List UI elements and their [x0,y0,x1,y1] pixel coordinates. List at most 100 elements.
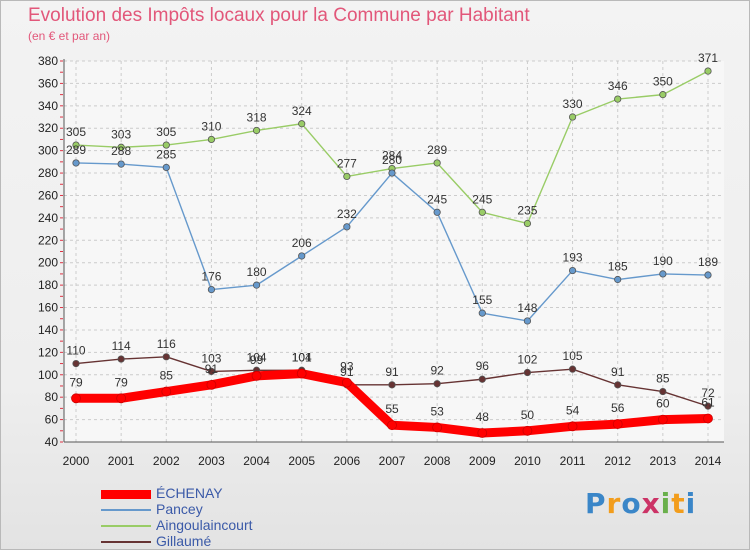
data-point [478,375,486,383]
y-tick-label: 280 [38,166,58,180]
data-label: 305 [66,125,86,139]
x-tick-label: 2006 [334,454,361,468]
y-tick-label: 100 [38,368,58,382]
data-point [72,141,80,149]
data-label: 277 [337,156,357,170]
data-label: 99 [250,353,264,367]
chart-title: Evolution des Impôts locaux pour la Comm… [28,5,530,26]
data-label: 318 [247,110,267,124]
data-point [433,159,441,167]
data-point [659,270,667,278]
data-point [704,271,712,279]
legend-swatch [101,489,151,499]
logo-letter: r [606,487,622,520]
data-point [162,163,170,172]
data-label: 96 [476,359,490,373]
data-label: 105 [563,349,583,363]
data-point [117,143,125,151]
data-point [207,135,216,144]
data-point [657,414,668,425]
data-label: 176 [201,270,221,284]
data-point [704,402,712,410]
legend-swatch [101,525,151,527]
data-point [162,353,170,361]
x-tick-label: 2001 [108,454,135,468]
x-tick-label: 2005 [288,454,315,468]
data-label: 110 [66,344,85,358]
logo-letter: o [621,487,642,520]
data-label: 289 [427,143,447,157]
x-tick-label: 2013 [650,454,677,468]
legend-label: Aingoulaincourt [156,517,253,533]
x-tick-label: 2010 [514,454,541,468]
data-label: 56 [611,401,625,415]
data-label: 180 [247,265,267,279]
data-point [612,419,623,429]
legend-label: ÉCHENAY [156,485,223,501]
data-label: 288 [111,144,131,158]
data-point [478,309,486,317]
data-label: 190 [653,254,673,268]
data-label: 48 [476,410,490,424]
y-tick-label: 380 [38,54,58,68]
data-label: 91 [385,365,399,379]
data-point [433,208,441,216]
y-tick-label: 160 [38,301,58,315]
data-label: 235 [517,203,537,217]
logo-letter: t [671,487,686,520]
proxiti-logo: Proxiti [585,487,696,520]
data-point [568,113,577,121]
data-point [72,159,80,167]
data-label: 148 [517,301,537,315]
data-point [71,393,81,404]
logo-letter: i [685,487,697,520]
y-tick-label: 260 [38,188,58,202]
data-point [703,413,713,424]
data-label: 116 [157,337,176,351]
x-tick-label: 2009 [469,454,496,468]
data-label: 50 [521,408,535,422]
data-point [614,275,622,284]
data-point [298,120,306,128]
data-label: 53 [430,404,444,418]
data-label: 104 [292,350,312,364]
data-point [207,367,216,376]
data-label: 103 [201,351,221,365]
data-label: 346 [608,79,628,93]
data-label: 61 [701,395,715,409]
data-label: 55 [385,402,399,416]
data-label: 245 [427,192,447,206]
x-tick-label: 2014 [695,454,722,468]
data-point [659,387,667,396]
y-tick-label: 180 [38,278,58,292]
y-tick-label: 340 [38,99,58,113]
data-point [523,368,532,377]
x-tick-label: 2000 [63,454,90,468]
data-point [116,393,127,404]
y-tick-label: 140 [38,323,58,337]
data-label: 350 [653,75,673,89]
data-label: 155 [472,293,492,307]
data-label: 371 [698,51,718,65]
data-label: 193 [563,251,583,265]
data-point [567,421,578,432]
x-tick-label: 2004 [243,454,270,468]
data-label: 92 [430,364,444,378]
data-label: 206 [292,236,312,250]
x-tick-label: 2012 [604,454,631,468]
data-point [162,141,170,149]
data-label: 245 [472,192,492,206]
logo-letter: P [585,487,607,520]
data-label: 284 [382,149,402,163]
data-label: 91 [340,365,354,379]
data-point [614,95,622,103]
data-label: 85 [160,369,174,383]
data-point [614,381,622,389]
data-label: 72 [701,386,715,400]
data-point [252,126,261,135]
data-label: 185 [608,260,628,274]
y-tick-label: 300 [38,144,58,158]
logo-letter: x [641,487,661,520]
data-label: 305 [156,125,176,139]
